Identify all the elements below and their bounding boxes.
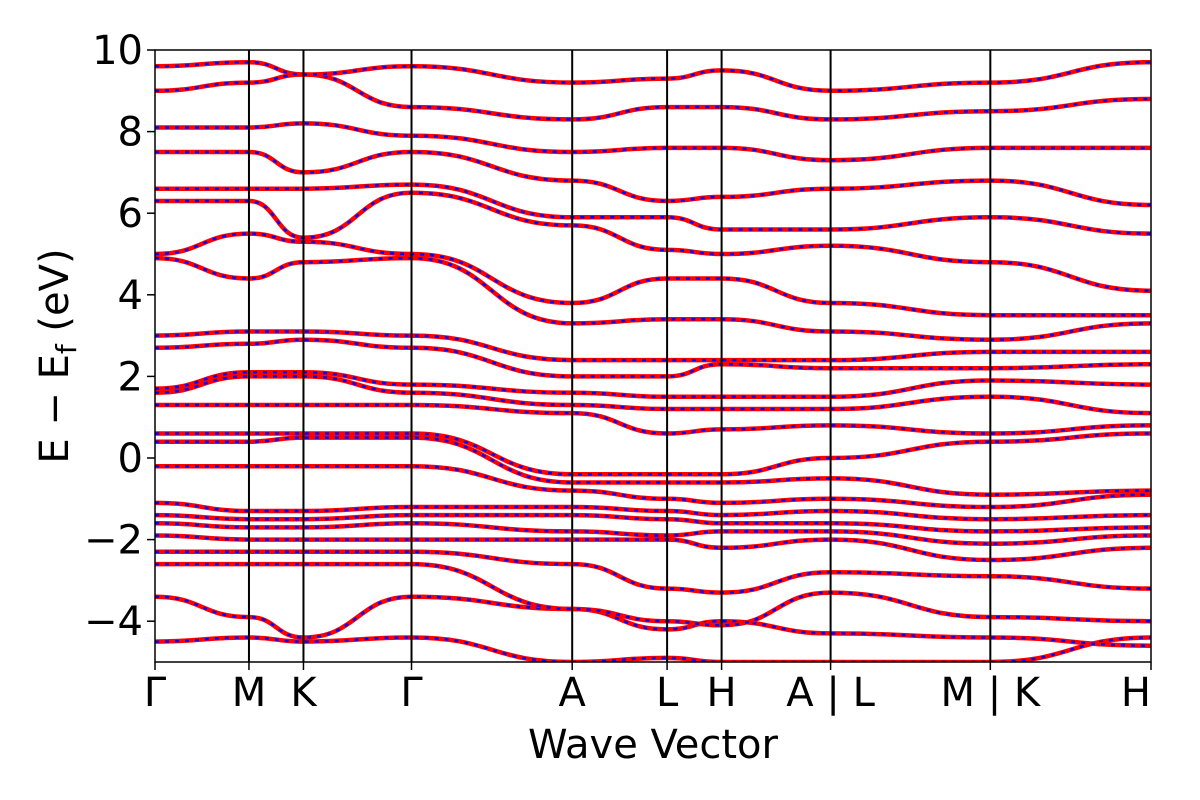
band-line-spin-down-22 xyxy=(155,73,1151,121)
band-lines xyxy=(155,59,1151,662)
band-line-spin-down-9 xyxy=(155,436,1151,496)
band-line-spin-down-5 xyxy=(155,522,1151,545)
band-line-spin-up-12 xyxy=(155,374,1151,416)
y-axis-label-main: E − E xyxy=(32,354,78,464)
x-tick-label-4: A xyxy=(559,670,587,716)
x-tick-label-1: M xyxy=(232,670,267,716)
band-line-spin-down-1 xyxy=(155,595,1151,647)
band-line-spin-down-4 xyxy=(155,534,1151,562)
x-tick-label-0: Γ xyxy=(144,670,167,716)
band-line-spin-down-20 xyxy=(155,150,1151,207)
y-tick-label-2: 6 xyxy=(118,191,143,237)
band-line-spin-down-11 xyxy=(155,403,1151,435)
band-line-spin-down-6 xyxy=(155,513,1151,533)
x-tick-label-5: L xyxy=(656,670,679,716)
y-tick-label-6: −2 xyxy=(84,518,143,564)
band-line-spin-down-21 xyxy=(155,122,1151,162)
band-line-spin-down-7 xyxy=(155,501,1151,521)
y-axis-label-subscript: f xyxy=(50,343,83,354)
y-tick-label-1: 8 xyxy=(118,110,143,156)
band-line-spin-up-0 xyxy=(155,635,1151,662)
band-line-spin-down-19 xyxy=(155,183,1151,235)
y-tick-label-7: −4 xyxy=(84,599,143,645)
y-axis-label: E − Ef (eV) xyxy=(32,248,83,463)
band-line-spin-up-8 xyxy=(155,463,1151,510)
band-line-spin-down-3 xyxy=(155,550,1151,594)
band-line-spin-down-14 xyxy=(155,338,1151,378)
band-line-spin-down-15 xyxy=(155,330,1151,362)
y-tick-label-3: 4 xyxy=(118,273,143,319)
x-tick-label-3: Γ xyxy=(400,670,423,716)
band-line-spin-down-13 xyxy=(155,371,1151,399)
x-tick-label-6: H xyxy=(707,670,737,716)
y-tick-label-4: 2 xyxy=(118,354,143,400)
y-axis-ticks: 10 8 6 4 2 0 −2 −4 xyxy=(84,28,155,645)
band-line-spin-down-2 xyxy=(155,562,1151,627)
band-line-spin-down-10 xyxy=(155,432,1151,476)
plot-frame xyxy=(154,49,1152,663)
y-tick-label-0: 10 xyxy=(92,28,143,74)
x-axis-label: Wave Vector xyxy=(528,722,779,768)
band-line-spin-up-18 xyxy=(155,190,1151,293)
band-line-spin-up-17 xyxy=(155,231,1151,318)
x-tick-label-2: K xyxy=(290,670,318,716)
band-line-spin-down-23 xyxy=(155,60,1151,93)
x-tick-label-9: H xyxy=(1121,670,1151,716)
kpoint-divider-lines xyxy=(247,50,992,662)
x-tick-label-8: M | K xyxy=(940,670,1041,716)
y-tick-label-5: 0 xyxy=(118,436,143,482)
y-axis-label-unit: (eV) xyxy=(32,248,78,344)
x-tick-label-7: A | L xyxy=(786,670,875,716)
band-line-spin-down-16 xyxy=(155,256,1151,341)
